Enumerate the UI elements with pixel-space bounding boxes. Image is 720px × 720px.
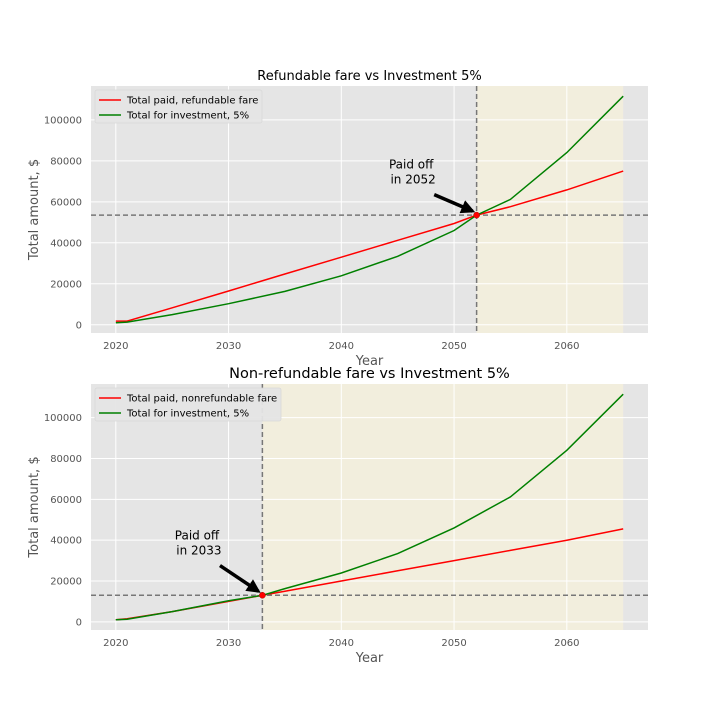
annotation-text: Paid off in 2033 bbox=[172, 529, 221, 558]
legend-label: Total for investment, 5% bbox=[126, 409, 249, 420]
legend-box bbox=[94, 387, 282, 422]
y-tick-label: 20000 bbox=[50, 279, 82, 290]
y-tick-label: 0 bbox=[76, 320, 82, 331]
y-tick-label: 40000 bbox=[50, 238, 82, 249]
series-line bbox=[115, 393, 624, 621]
annotation-line: in 2052 bbox=[387, 173, 436, 187]
annotation-line: in 2033 bbox=[172, 544, 221, 558]
legend: Total paid, refundable fare Total for inv… bbox=[94, 89, 263, 124]
chart-title: Non-refundable fare vs Investment 5% bbox=[229, 366, 510, 382]
x-tick-label: 2020 bbox=[103, 638, 128, 649]
x-tick-label: 2050 bbox=[441, 341, 466, 352]
crossover-point bbox=[259, 592, 266, 599]
plot-area bbox=[115, 393, 624, 621]
x-axis-label: Year bbox=[355, 354, 384, 369]
legend-box bbox=[94, 89, 263, 124]
chart-2: 2020 2030 2040 2050 2060 0 20000 40000 60000 8000… bbox=[27, 366, 648, 666]
x-tick-label: 2060 bbox=[554, 638, 579, 649]
annotation-text: Paid off in 2052 bbox=[387, 158, 436, 187]
annotation-arrow bbox=[219, 564, 261, 593]
y-tick-label: 60000 bbox=[50, 495, 82, 506]
y-axis-label: Total amount, $ bbox=[27, 456, 42, 558]
x-tick-label: 2020 bbox=[103, 341, 128, 352]
y-tick-label: 80000 bbox=[50, 454, 82, 465]
x-tick-label: 2030 bbox=[216, 341, 241, 352]
crossover-point bbox=[473, 211, 480, 219]
series-line bbox=[115, 95, 624, 324]
y-tick-label: 80000 bbox=[50, 156, 82, 167]
x-tick-label: 2060 bbox=[554, 341, 579, 352]
y-tick-label: 100000 bbox=[44, 413, 82, 424]
legend-label: Total paid, refundable fare bbox=[126, 96, 258, 107]
chart-title: Refundable fare vs Investment 5% bbox=[257, 69, 481, 84]
legend-label: Total for investment, 5% bbox=[126, 111, 249, 122]
x-tick-label: 2050 bbox=[441, 638, 466, 649]
y-tick-label: 100000 bbox=[44, 115, 82, 126]
legend: Total paid, nonrefundable fare Total for … bbox=[94, 387, 282, 422]
y-tick-label: 20000 bbox=[50, 577, 82, 588]
series-line bbox=[115, 170, 624, 322]
y-tick-label: 40000 bbox=[50, 536, 82, 547]
x-tick-label: 2030 bbox=[216, 638, 241, 649]
annotation-arrow bbox=[433, 192, 476, 214]
legend-label: Total paid, nonrefundable fare bbox=[126, 394, 277, 405]
x-axis-label: Year bbox=[355, 651, 384, 666]
y-axis-label: Total amount, $ bbox=[27, 159, 42, 261]
x-tick-label: 2040 bbox=[329, 638, 354, 649]
chart-1: 2020 2030 2040 2050 2060 0 20000 40000 60000 8000… bbox=[27, 69, 648, 369]
y-tick-label: 0 bbox=[76, 617, 82, 628]
y-tick-label: 60000 bbox=[50, 197, 82, 208]
highlight-span bbox=[262, 384, 624, 630]
plot-area bbox=[115, 95, 624, 324]
annotation-line: Paid off bbox=[175, 529, 220, 543]
x-tick-label: 2040 bbox=[329, 341, 354, 352]
annotation-line: Paid off bbox=[389, 158, 434, 172]
